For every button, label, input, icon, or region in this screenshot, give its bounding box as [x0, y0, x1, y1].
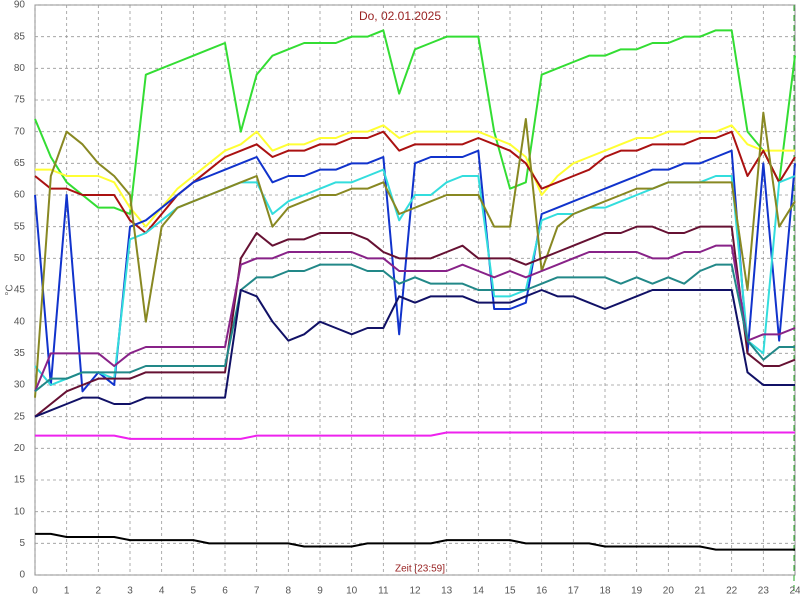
- x-tick-label: 3: [127, 586, 133, 597]
- series-line: [34, 244, 796, 392]
- y-tick-label: 0: [19, 570, 25, 581]
- y-tick-label: 60: [14, 190, 26, 201]
- x-tick-label: 11: [378, 586, 389, 597]
- x-tick-label: 24: [789, 586, 800, 597]
- x-tick-label: 13: [441, 586, 453, 597]
- y-tick-label: 80: [14, 63, 26, 74]
- y-tick-label: 70: [14, 126, 26, 137]
- series-line: [34, 149, 796, 393]
- y-axis-label: °C: [5, 284, 16, 295]
- series-line: [34, 29, 796, 215]
- x-tick-label: 0: [32, 586, 38, 597]
- x-tick-label: 8: [286, 586, 292, 597]
- series-line: [35, 532, 795, 551]
- y-tick-label: 90: [14, 0, 26, 11]
- y-tick-label: 10: [14, 506, 26, 517]
- x-tick-label: 22: [726, 586, 738, 597]
- series-line: [35, 431, 795, 440]
- x-tick-label: 16: [536, 586, 548, 597]
- y-tick-label: 55: [14, 221, 26, 232]
- y-tick-label: 45: [14, 285, 26, 296]
- x-tick-label: 14: [473, 586, 485, 597]
- x-tick-label: 15: [504, 586, 516, 597]
- x-tick-label: 1: [64, 586, 70, 597]
- x-tick-label: 4: [159, 586, 165, 597]
- x-tick-label: 10: [346, 586, 358, 597]
- series-line: [34, 225, 796, 418]
- x-tick-label: 19: [631, 586, 643, 597]
- x-tick-label: 21: [694, 586, 706, 597]
- y-tick-label: 65: [14, 158, 26, 169]
- chart-title: Do, 02.01.2025: [359, 9, 441, 23]
- y-tick-label: 15: [14, 475, 26, 486]
- y-tick-label: 40: [14, 316, 26, 327]
- x-tick-label: 17: [568, 586, 580, 597]
- y-tick-label: 30: [14, 380, 26, 391]
- y-tick-label: 50: [14, 253, 26, 264]
- series-line: [34, 111, 796, 398]
- x-tick-label: 12: [409, 586, 421, 597]
- x-tick-label: 6: [222, 586, 228, 597]
- x-tick-label: 18: [599, 586, 611, 597]
- x-tick-label: 5: [191, 586, 197, 597]
- x-tick-label: 7: [254, 586, 260, 597]
- x-axis-label: Zeit [23:59]: [395, 564, 445, 575]
- x-tick-label: 20: [663, 586, 675, 597]
- series-line: [34, 130, 796, 234]
- y-tick-label: 35: [14, 348, 26, 359]
- series-line: [34, 263, 795, 393]
- y-tick-label: 85: [14, 31, 26, 42]
- y-tick-label: 25: [14, 411, 26, 422]
- x-tick-label: 2: [96, 586, 102, 597]
- y-tick-label: 75: [14, 95, 26, 106]
- y-tick-label: 5: [19, 538, 25, 549]
- y-tick-label: 20: [14, 443, 26, 454]
- x-tick-label: 9: [317, 586, 323, 597]
- x-tick-label: 23: [758, 586, 770, 597]
- series-line: [34, 289, 795, 418]
